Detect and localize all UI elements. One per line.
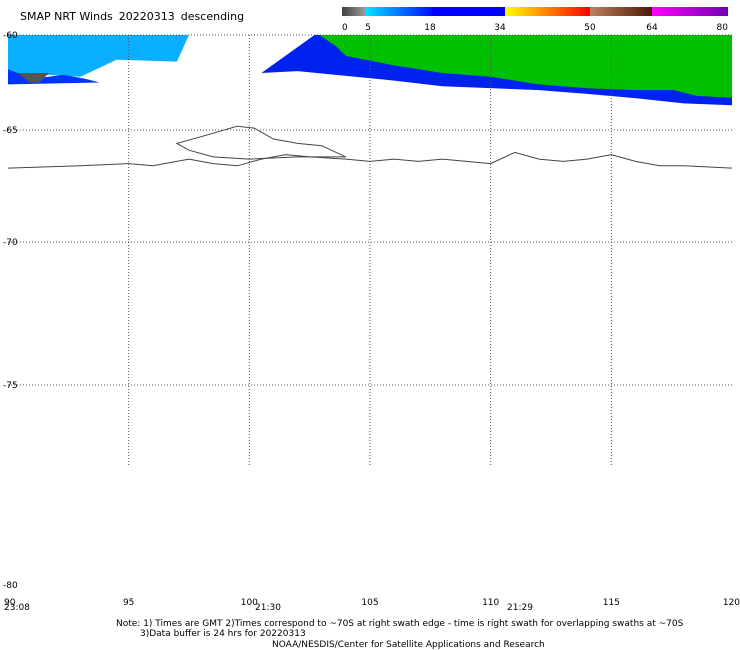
colorbar-gray-gradient — [342, 7, 366, 16]
colorbar-purple-gradient — [652, 7, 728, 16]
x-tick-label: 100 — [241, 598, 258, 608]
colorbar-label: 34 — [494, 23, 506, 33]
coastline — [7, 125, 733, 169]
coastline-path — [7, 151, 733, 169]
y-tick-label: -65 — [3, 126, 18, 136]
note-line-1: Note: 1) Times are GMT 2)Times correspon… — [116, 619, 684, 629]
y-tick-label: -70 — [3, 238, 18, 248]
swath-time-label: 21:30 — [255, 603, 281, 613]
x-tick-label: 105 — [361, 598, 378, 608]
note-line-3: NOAA/NESDIS/Center for Satellite Applica… — [272, 640, 545, 650]
note-line-2: 3)Data buffer is 24 hrs for 20220313 — [140, 629, 306, 639]
colorbar-label: 0 — [342, 23, 348, 33]
colorbar-blue-gradient — [366, 7, 432, 16]
axis-ticks: -60 -65 -70 -75 -80 90 95 100 105 110 115 120 — [3, 31, 740, 608]
ice-shelf-outline — [175, 125, 347, 160]
swath-0 — [8, 35, 189, 77]
x-tick-label: 95 — [123, 598, 134, 608]
x-tick-label: 115 — [603, 598, 620, 608]
colorbar-label: 50 — [584, 23, 596, 33]
swath-time-label: 23:08 — [4, 603, 30, 613]
y-tick-label: -60 — [3, 31, 18, 41]
swath-time-labels: 23:08 21:30 21:29 — [4, 603, 533, 613]
colorbar-label: 64 — [646, 23, 658, 33]
wind-swaths — [8, 35, 732, 106]
colorbar-label: 18 — [424, 23, 436, 33]
colorbar-brown-gradient — [590, 7, 652, 16]
colorbar-label: 80 — [717, 23, 729, 33]
swath-2 — [17, 73, 49, 83]
y-tick-label: -80 — [3, 581, 18, 591]
grid-lines — [8, 34, 732, 465]
colorbar-segment — [432, 7, 505, 16]
swath-4 — [319, 35, 732, 98]
x-tick-label: 110 — [482, 598, 499, 608]
x-tick-label: 90 — [4, 598, 16, 608]
x-tick-label: 120 — [723, 598, 740, 608]
chart-title: SMAP NRT Winds 20220313 descending — [20, 10, 244, 23]
swath-time-label: 21:29 — [507, 603, 533, 613]
colorbar: 0 5 18 34 50 64 80 — [342, 7, 728, 33]
colorbar-warm-gradient — [505, 7, 590, 16]
colorbar-label: 5 — [365, 23, 371, 33]
y-tick-label: -75 — [3, 381, 18, 391]
